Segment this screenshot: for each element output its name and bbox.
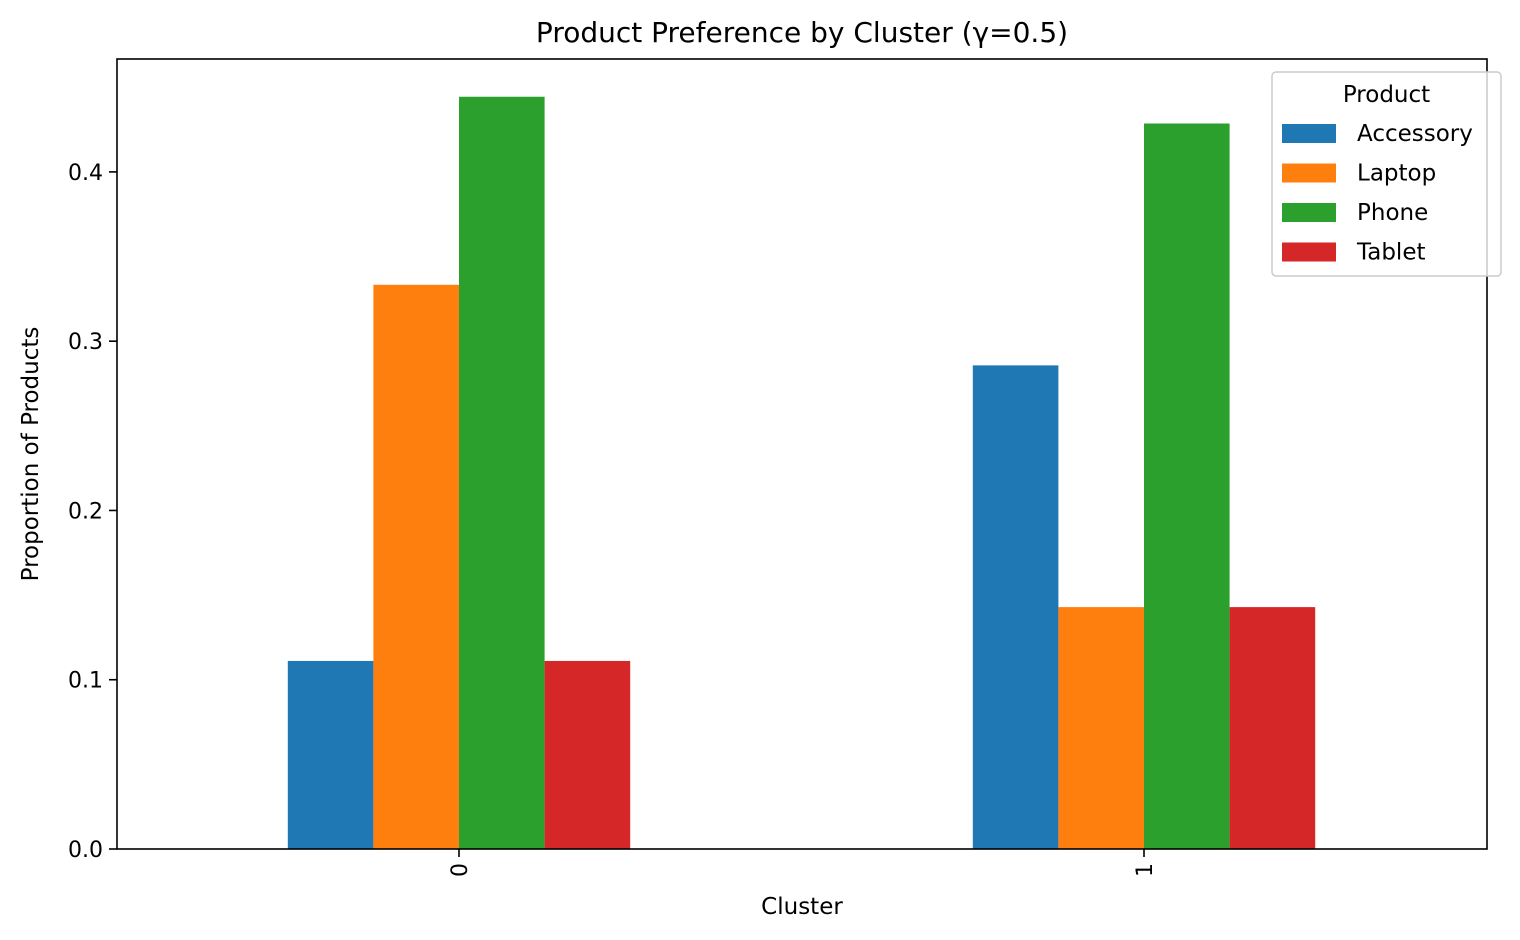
legend-label-tablet: Tablet: [1356, 240, 1426, 266]
legend: Product Accessory Laptop Phone Tablet: [1271, 71, 1502, 277]
y-axis-label: Proportion of Products: [18, 327, 44, 582]
y-tick-label: 0.1: [68, 669, 103, 694]
legend-swatch-laptop: [1282, 163, 1336, 183]
y-tick-label: 0.4: [68, 161, 103, 186]
y-tick-label: 0.2: [68, 499, 103, 524]
legend-swatch-phone: [1282, 203, 1336, 222]
legend-label-phone: Phone: [1357, 200, 1428, 226]
legend-swatch-accessory: [1282, 124, 1336, 143]
axes-frame: [116, 58, 1488, 850]
legend-label-laptop: Laptop: [1357, 161, 1436, 187]
bar-tablet-cluster-0: [544, 660, 631, 849]
x-tick-label: 0: [448, 863, 473, 877]
chart-title: Product Preference by Cluster (γ=0.5): [536, 16, 1068, 49]
legend-box: [1271, 71, 1502, 277]
bar-phone-cluster-0: [459, 96, 545, 849]
legend-swatch-tablet: [1282, 242, 1336, 262]
bar-laptop-cluster-1: [1058, 607, 1144, 849]
y-axis: 0.0 0.1 0.2 0.3 0.4: [68, 161, 117, 863]
legend-title: Product: [1343, 82, 1430, 108]
plot-area: [287, 96, 1316, 850]
bar-phone-cluster-1: [1144, 123, 1230, 850]
bar-accessory-cluster-1: [972, 365, 1059, 849]
x-axis-label: Cluster: [761, 894, 843, 920]
legend-label-accessory: Accessory: [1357, 121, 1473, 147]
y-tick-label: 0.0: [68, 838, 103, 863]
y-tick-label: 0.3: [68, 330, 103, 355]
bar-tablet-cluster-1: [1229, 607, 1316, 849]
x-tick-label: 1: [1133, 863, 1158, 877]
bar-laptop-cluster-0: [373, 284, 459, 849]
bar-accessory-cluster-0: [287, 660, 374, 849]
